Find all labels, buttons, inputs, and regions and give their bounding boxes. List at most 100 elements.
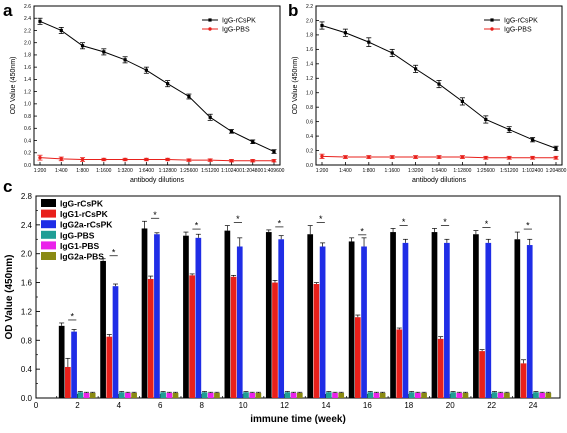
bar-igg1-rcspk <box>230 276 237 398</box>
x-tick-label: 1:200 <box>316 168 329 174</box>
data-point-igg-pbs <box>554 156 558 160</box>
data-point-igg-pbs <box>123 157 127 162</box>
bar-igg2a-rcspk <box>112 286 119 398</box>
data-point-igg-rcspk <box>531 138 535 142</box>
bar-igg1-pbs <box>332 392 338 398</box>
data-point-igg-pbs <box>208 158 212 162</box>
x-tick-label: 1:1600 <box>385 168 401 174</box>
bar-igg1-pbs <box>539 392 545 398</box>
data-point-igg-rcspk <box>166 82 170 86</box>
x-tick-label: 1:409600 <box>264 168 285 174</box>
data-point-igg-pbs <box>144 157 149 162</box>
bar-igg-rcspk <box>431 232 438 398</box>
bar-igg1-rcspk <box>396 329 403 398</box>
significance-star: * <box>112 247 116 257</box>
bar-igg1-rcspk <box>272 282 278 398</box>
x-tick-label: 1:25600 <box>180 168 198 174</box>
x-tick-label: 10 <box>239 401 248 410</box>
y-tick-label: 0.4 <box>306 134 313 140</box>
legend-swatch <box>41 199 56 207</box>
y-tick-label: 2.0 <box>306 18 313 24</box>
bar-igg2a-rcspk <box>526 245 533 398</box>
data-point-igg-pbs <box>272 159 276 163</box>
legend-entry: IgG-rCsPK <box>222 17 256 24</box>
bar-igg2a-pbs <box>255 392 262 398</box>
data-point-igg-pbs <box>437 155 441 159</box>
bar-igg2a-rcspk <box>361 246 367 398</box>
bar-igg1-pbs <box>290 392 297 398</box>
bar-igg1-pbs <box>125 392 131 398</box>
data-point-igg-pbs <box>165 157 170 162</box>
x-tick-label: 6 <box>158 401 163 410</box>
significance-star: * <box>443 217 447 227</box>
bar-igg-rcspk <box>514 239 521 398</box>
panel-letter-a: a <box>3 1 13 20</box>
bar-igg-pbs <box>201 392 208 398</box>
bar-igg-pbs <box>450 392 456 398</box>
bar-igg-pbs <box>325 392 332 398</box>
x-tick-label: 1:800 <box>76 168 89 174</box>
bar-igg-rcspk <box>100 260 106 398</box>
x-tick-label: 1:3200 <box>408 168 424 174</box>
bar-igg2a-rcspk <box>402 242 409 398</box>
x-tick-label: 1:200 <box>34 168 47 174</box>
bar-igg2a-rcspk <box>195 237 202 398</box>
series-line-igg-pbs <box>39 157 274 162</box>
data-point-igg-rcspk <box>414 67 418 71</box>
bar-igg-pbs <box>284 392 291 398</box>
x-tick-label: 1:204800 <box>546 168 567 174</box>
data-point-igg-rcspk <box>59 28 63 33</box>
y-tick-label: 2.8 <box>21 192 33 201</box>
x-tick-label: 8 <box>199 401 204 410</box>
x-tick-label: 20 <box>446 401 455 410</box>
data-point-igg-pbs <box>367 155 371 159</box>
x-axis-label: antibody dilutions <box>412 177 467 184</box>
bar-igg2a-rcspk <box>278 239 285 398</box>
bar-igg2a-pbs <box>421 392 427 398</box>
bar-igg2a-pbs <box>172 392 179 398</box>
bar-igg2a-pbs <box>89 392 96 398</box>
bar-igg2a-rcspk <box>154 234 160 398</box>
data-point-igg-pbs <box>507 156 511 160</box>
x-tick-label: 1:400 <box>55 168 68 174</box>
x-tick-label: 1:204800 <box>242 168 263 174</box>
bar-igg-rcspk <box>141 228 148 398</box>
significance-star: * <box>319 214 323 224</box>
x-tick-label: 1:1600 <box>96 168 112 174</box>
x-tick-label: 1:51200 <box>201 168 219 174</box>
x-tick-label: 12 <box>280 401 289 410</box>
significance-star: * <box>195 221 199 231</box>
panel-b-line-chart: 0.0 0.2 0.4 0.6 0.8 1.0 1.2 1.4 1.6 1.8 2.0 2.2 1:20… <box>292 4 567 184</box>
y-tick-label: 1.2 <box>306 76 313 82</box>
data-point-igg-rcspk <box>229 129 234 133</box>
data-point-igg-rcspk <box>554 146 558 150</box>
data-point-igg-rcspk <box>320 23 324 28</box>
x-tick-label: 18 <box>404 401 413 410</box>
y-tick-label: 1.8 <box>24 53 31 59</box>
x-tick-label: 14 <box>322 401 331 410</box>
legend-swatch <box>41 252 56 260</box>
bar-igg2a-rcspk <box>71 331 77 398</box>
y-tick-label: 0.2 <box>24 151 31 157</box>
data-point-igg-pbs <box>80 157 85 162</box>
x-tick-label: 1:12800 <box>159 168 177 174</box>
y-tick-label: 1.4 <box>24 77 31 83</box>
y-tick-label: 0.0 <box>24 163 31 169</box>
significance-star: * <box>485 219 489 229</box>
y-tick-label: 1.0 <box>24 102 31 108</box>
data-point-igg-rcspk <box>208 115 212 119</box>
y-tick-label: 1.0 <box>306 91 313 97</box>
bar-igg-pbs <box>408 392 415 398</box>
bar-igg2a-rcspk <box>444 242 450 398</box>
panel-c-bar-chart: 0.00.40.81.21.62.02.42.80 2 4 6 8 10 12 14 16 18 2… <box>4 192 561 425</box>
y-tick-label: 0.8 <box>21 336 33 345</box>
series-line-igg-rcspk <box>39 20 275 153</box>
bar-igg2a-pbs <box>545 392 552 398</box>
bar-igg2a-pbs <box>131 392 137 398</box>
y-tick-label: 0.6 <box>306 119 313 125</box>
y-tick-label: 2.0 <box>21 250 33 259</box>
bar-igg1-rcspk <box>437 338 444 398</box>
bar-igg1-pbs <box>415 392 421 398</box>
bar-igg-rcspk <box>224 230 231 398</box>
legend-entry: IgG2a-rCsPK <box>60 220 113 230</box>
